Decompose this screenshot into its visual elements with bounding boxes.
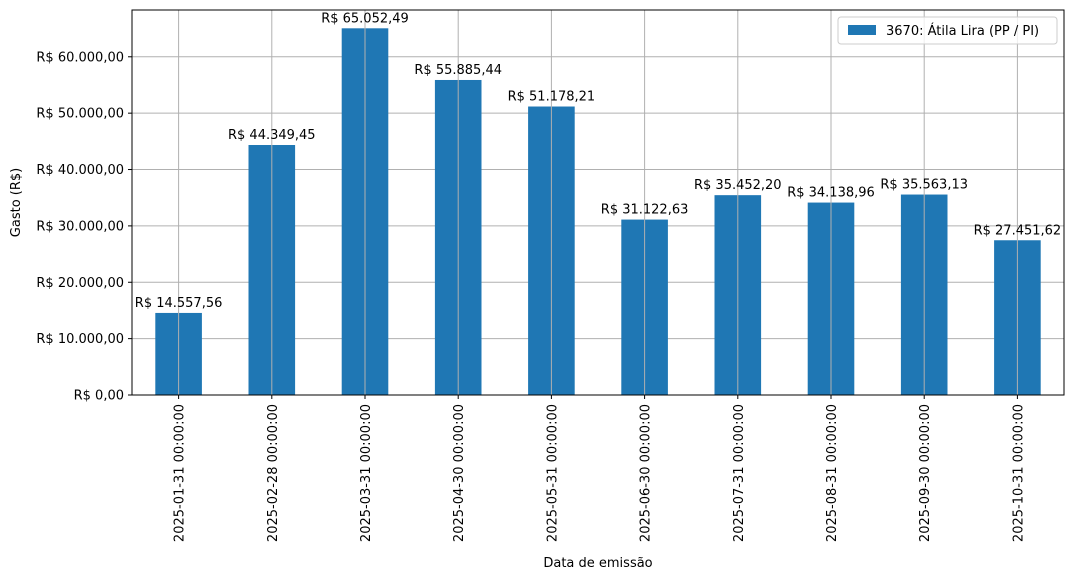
bar-value-label: R$ 35.452,20 — [694, 178, 782, 193]
legend-label: 3670: Átila Lira (PP / PI) — [886, 23, 1039, 39]
bar-value-label: R$ 44.349,45 — [228, 128, 316, 143]
y-tick-label: R$ 40.000,00 — [36, 163, 124, 178]
x-axis-ticks: 2025-01-31 00:00:00 2025-02-28 00:00:00 20… — [173, 395, 1026, 542]
y-tick-label: R$ 60.000,00 — [36, 50, 124, 65]
bar-value-label: R$ 27.451,62 — [974, 223, 1062, 238]
x-tick-label: 2025-03-31 00:00:00 — [359, 404, 374, 542]
data-labels: R$ 14.557,56 R$ 44.349,45 R$ 65.052,49 R$ 5… — [135, 11, 1061, 311]
plot-frame — [131, 9, 1065, 396]
x-tick-label: 2025-06-30 00:00:00 — [639, 404, 654, 542]
legend: 3670: Átila Lira (PP / PI) — [837, 16, 1058, 45]
vertical-grid — [178, 10, 1018, 395]
bar-value-label: R$ 31.122,63 — [601, 203, 689, 218]
x-tick-label: 2025-05-31 00:00:00 — [545, 404, 560, 542]
bar-value-label: R$ 65.052,49 — [321, 11, 409, 26]
bar-value-label: R$ 51.178,21 — [508, 90, 596, 105]
bar-value-label: R$ 14.557,56 — [135, 296, 223, 311]
y-axis-ticks: R$ 0,00 R$ 10.000,00 R$ 20.000,00 R$ 30.000… — [36, 50, 132, 404]
legend-box — [837, 16, 1058, 45]
x-tick-label: 2025-09-30 00:00:00 — [918, 404, 933, 542]
y-tick-label: R$ 20.000,00 — [36, 276, 124, 291]
bars — [155, 28, 1041, 396]
x-tick-label: 2025-07-31 00:00:00 — [732, 404, 747, 542]
y-tick-label: R$ 0,00 — [74, 389, 124, 404]
y-tick-label: R$ 30.000,00 — [36, 219, 124, 234]
y-tick-label: R$ 10.000,00 — [36, 332, 124, 347]
legend-swatch — [848, 25, 876, 35]
bar-value-label: R$ 55.885,44 — [414, 63, 502, 78]
x-axis-label: Data de emissão — [543, 556, 652, 571]
x-tick-label: 2025-01-31 00:00:00 — [173, 404, 188, 542]
bar-value-label: R$ 34.138,96 — [787, 186, 875, 201]
x-tick-label: 2025-10-31 00:00:00 — [1011, 404, 1026, 542]
x-tick-label: 2025-08-31 00:00:00 — [825, 404, 840, 542]
bar-value-label: R$ 35.563,13 — [880, 178, 968, 193]
y-tick-label: R$ 50.000,00 — [36, 107, 124, 122]
x-tick-label: 2025-02-28 00:00:00 — [266, 404, 281, 542]
x-tick-label: 2025-04-30 00:00:00 — [452, 404, 467, 542]
y-axis-label: Gasto (R$) — [9, 168, 24, 237]
